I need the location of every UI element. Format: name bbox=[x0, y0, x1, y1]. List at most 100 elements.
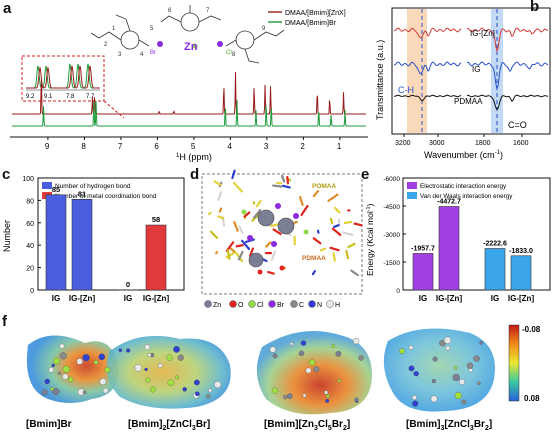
atom-number-label: 6 bbox=[168, 8, 172, 14]
esp-atom-dot bbox=[399, 348, 404, 353]
tag-pomaa: POMAA bbox=[312, 183, 337, 190]
chart-e-y-tick-label: -3000 bbox=[383, 232, 400, 239]
esp-atom-dot bbox=[303, 394, 306, 397]
bar-e-data-label: -2222.6 bbox=[483, 241, 507, 248]
atom-number-label: 3 bbox=[118, 52, 122, 58]
md-bond bbox=[295, 222, 297, 223]
esp-atom-dot bbox=[467, 363, 473, 369]
atom-number-label: 5 bbox=[150, 26, 154, 32]
chart-e-y-tick-label: -1500 bbox=[383, 260, 400, 267]
esp-atom-dot bbox=[52, 364, 55, 367]
esp-atom-dot bbox=[206, 394, 210, 398]
esp-atom-dot bbox=[58, 372, 61, 375]
cl-label: Cl bbox=[226, 50, 232, 56]
bar-c-data-label: 0 bbox=[126, 280, 130, 289]
chart-c-y-label: Number bbox=[2, 220, 12, 252]
bar-e-3 bbox=[485, 249, 505, 290]
legend-atom-label: Br bbox=[277, 302, 285, 309]
panel-label-d: d bbox=[190, 166, 199, 183]
esp-atom-dot bbox=[432, 379, 436, 383]
chart-e-y-tick-label: -6000 bbox=[383, 176, 400, 183]
esp-atom-dot bbox=[326, 394, 329, 397]
esp-atom-dot bbox=[60, 352, 67, 359]
esp-atom-dot bbox=[338, 379, 341, 382]
nmr-x-tick-label: 3 bbox=[264, 142, 269, 151]
esp-atom-dot bbox=[148, 353, 152, 357]
esp-atom-dot bbox=[195, 392, 199, 396]
esp-atom-dot bbox=[53, 358, 59, 364]
bar-e-2 bbox=[439, 207, 459, 290]
trace-label-pdmaa: PDMAA bbox=[454, 97, 483, 106]
panel-f: -0.08 0.08 [Bmim]Br [Bmim]2[ZnCl3Br] [Bm… bbox=[0, 315, 554, 435]
esp-atom-dot bbox=[126, 349, 130, 353]
o-atom-icon bbox=[280, 266, 285, 271]
legend-swatch-hbond bbox=[42, 182, 52, 189]
legend-atom-label: H bbox=[335, 302, 340, 309]
tag-pdmaa: PDMAA bbox=[302, 255, 326, 262]
atom-number-label: 1 bbox=[112, 26, 116, 32]
esp-atom-dot bbox=[446, 346, 451, 351]
bar-chart-e: Energy (Kcal mol-1) Electrostatic intera… bbox=[365, 168, 554, 315]
br-atom-icon bbox=[157, 41, 163, 47]
zn-atom-icon bbox=[258, 210, 274, 226]
legend-atom-label: Cl bbox=[257, 302, 264, 309]
caption-bmim-zn3cl5br2: [Bmim][Zn3Cl5Br2] bbox=[264, 419, 350, 432]
esp-atom-dot bbox=[273, 354, 277, 358]
bar-c-data-label: 81 bbox=[78, 189, 86, 198]
md-bond bbox=[287, 177, 288, 183]
esp-colorbar bbox=[509, 325, 519, 401]
esp-atom-dot bbox=[68, 377, 73, 382]
br-label: Br bbox=[150, 50, 156, 56]
md-bond bbox=[216, 252, 217, 253]
chart-c-y-tick-label: 0 bbox=[30, 288, 34, 295]
esp-atom-dot bbox=[175, 376, 179, 380]
esp-map-bmim2-zncl3br bbox=[107, 336, 231, 409]
trace-label-igzn: IG-[Zn] bbox=[470, 29, 495, 38]
inset-connector bbox=[104, 101, 124, 118]
bar-c-1 bbox=[46, 195, 66, 290]
legend-text-metal: Number of metal coordination bond bbox=[55, 193, 157, 200]
esp-atom-dot bbox=[49, 367, 54, 372]
nmr-x-label: 1H (ppm) bbox=[176, 152, 212, 162]
esp-atom-dot bbox=[94, 360, 98, 364]
bar-c-data-label: 85 bbox=[52, 185, 60, 194]
esp-atom-dot bbox=[353, 338, 359, 344]
esp-atom-dot bbox=[480, 341, 483, 344]
md-bond bbox=[268, 272, 274, 273]
panel-label-a: a bbox=[3, 0, 11, 17]
esp-atom-dot bbox=[358, 356, 363, 361]
md-bond bbox=[331, 219, 332, 223]
md-bond bbox=[346, 251, 348, 258]
br-atom-icon bbox=[293, 213, 299, 219]
esp-atom-dot bbox=[313, 366, 319, 372]
nmr-x-tick-label: 6 bbox=[154, 142, 159, 151]
esp-atom-dot bbox=[412, 401, 418, 407]
esp-atom-dot bbox=[355, 398, 359, 402]
legend-text-hbond: Number of hydrogen bond bbox=[55, 183, 131, 190]
nmr-x-tick-label: 7 bbox=[118, 142, 123, 151]
chart-c-x-tick-label: IG-[Zn] bbox=[143, 294, 170, 303]
esp-atom-dot bbox=[469, 368, 473, 372]
nmr-x-tick-label: 1 bbox=[337, 142, 342, 151]
chart-e-y-tick-label: -4500 bbox=[383, 204, 400, 211]
esp-atom-dot bbox=[287, 393, 292, 398]
esp-atom-dot bbox=[83, 354, 90, 361]
bar-e-data-label: -1957.7 bbox=[411, 245, 435, 252]
esp-atom-dot bbox=[414, 371, 419, 376]
esp-figure: -0.08 0.08 [Bmim]Br [Bmim]2[ZnCl3Br] [Bm… bbox=[0, 315, 554, 435]
esp-atom-dot bbox=[168, 380, 174, 386]
md-bond bbox=[209, 213, 211, 214]
legend-atom-icon bbox=[230, 301, 237, 308]
esp-atom-dot bbox=[462, 400, 467, 405]
esp-atom-dot bbox=[45, 379, 50, 384]
legend-atom-icon bbox=[327, 301, 334, 308]
md-bond bbox=[283, 186, 290, 188]
esp-atom-dot bbox=[77, 358, 83, 364]
br-atom-icon bbox=[275, 203, 281, 209]
esp-atom-dot bbox=[272, 388, 278, 394]
esp-atom-dot bbox=[105, 367, 111, 373]
